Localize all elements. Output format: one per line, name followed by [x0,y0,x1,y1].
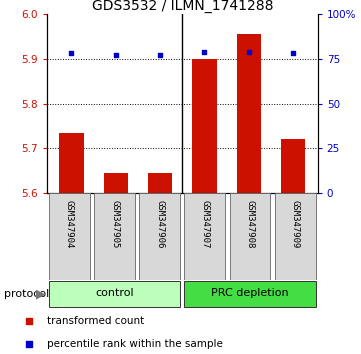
Point [157,52,163,58]
Bar [281,139,305,193]
Bar [59,133,83,193]
Text: ▶: ▶ [35,287,45,300]
Text: transformed count: transformed count [47,316,144,326]
Text: GSM347909: GSM347909 [291,200,300,248]
Point [26,341,32,347]
Text: GSM347908: GSM347908 [245,200,255,248]
Point [69,51,74,56]
Text: GSM347906: GSM347906 [155,200,164,248]
Point [26,318,32,324]
Bar [184,281,316,307]
Point [290,51,296,56]
Text: GSM347904: GSM347904 [65,200,74,248]
Text: GSM347905: GSM347905 [110,200,119,248]
Bar [49,193,90,280]
Bar [184,193,225,280]
Bar [94,193,135,280]
Text: percentile rank within the sample: percentile rank within the sample [47,339,223,349]
Bar [230,193,270,280]
Text: PRC depletion: PRC depletion [211,288,289,298]
Bar [237,34,261,193]
Title: GDS3532 / ILMN_1741288: GDS3532 / ILMN_1741288 [92,0,273,13]
Bar [139,193,180,280]
Bar [275,193,316,280]
Point [246,49,252,55]
Bar [49,281,180,307]
Bar [104,173,128,193]
Text: control: control [95,288,134,298]
Point [113,52,119,58]
Text: GSM347907: GSM347907 [200,200,209,248]
Bar [148,173,172,193]
Text: protocol: protocol [4,289,49,299]
Point [201,49,207,55]
Bar [192,59,217,193]
